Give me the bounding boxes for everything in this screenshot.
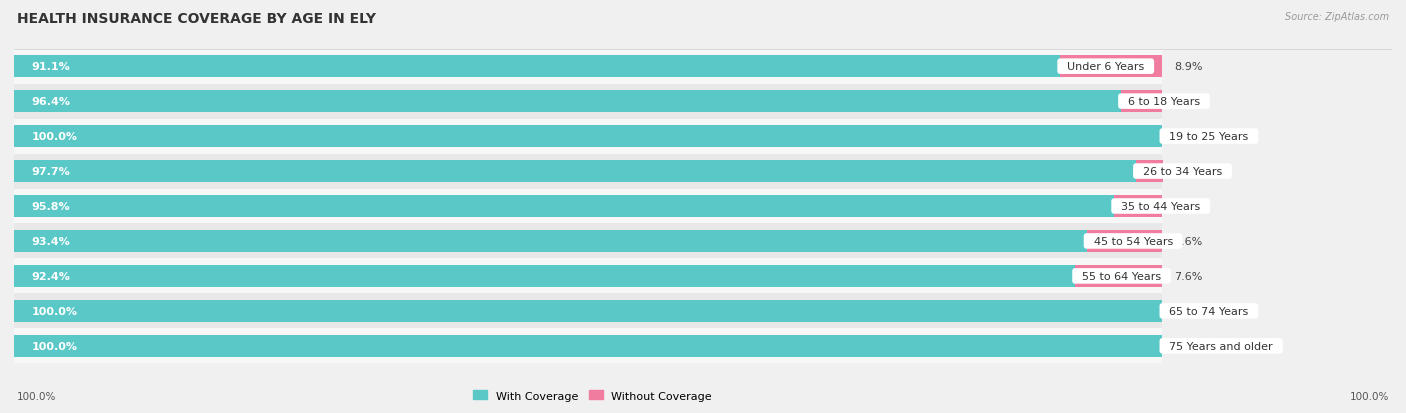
Text: 100.0%: 100.0% <box>31 341 77 351</box>
Bar <box>14 91 1121 113</box>
Text: 97.7%: 97.7% <box>31 166 70 177</box>
Text: 96.4%: 96.4% <box>31 97 70 107</box>
Text: 55 to 64 Years: 55 to 64 Years <box>1076 271 1168 281</box>
Text: 8.9%: 8.9% <box>1174 62 1202 72</box>
Bar <box>1060 56 1163 78</box>
Text: 75 Years and older: 75 Years and older <box>1163 341 1279 351</box>
Legend: With Coverage, Without Coverage: With Coverage, Without Coverage <box>470 386 717 405</box>
Text: 4.2%: 4.2% <box>1174 202 1202 211</box>
Text: 100.0%: 100.0% <box>31 306 77 316</box>
Text: 19 to 25 Years: 19 to 25 Years <box>1163 132 1256 142</box>
Bar <box>14 266 1076 287</box>
Bar <box>14 259 1163 294</box>
Text: 100.0%: 100.0% <box>1350 391 1389 401</box>
Bar <box>1114 196 1163 217</box>
Bar <box>1076 266 1163 287</box>
Bar <box>14 224 1163 259</box>
Bar <box>14 154 1163 189</box>
Bar <box>14 230 1087 252</box>
Bar <box>14 56 1060 78</box>
Bar <box>14 335 1163 357</box>
Text: 2.4%: 2.4% <box>1175 166 1204 177</box>
Text: 0.0%: 0.0% <box>1174 132 1202 142</box>
Text: 0.0%: 0.0% <box>1174 341 1202 351</box>
Bar <box>1136 161 1163 183</box>
Bar <box>14 300 1163 322</box>
Bar <box>14 189 1163 224</box>
Bar <box>14 196 1114 217</box>
Text: 100.0%: 100.0% <box>31 132 77 142</box>
Bar <box>14 294 1163 329</box>
Bar <box>14 126 1163 147</box>
Bar <box>14 84 1163 119</box>
Text: HEALTH INSURANCE COVERAGE BY AGE IN ELY: HEALTH INSURANCE COVERAGE BY AGE IN ELY <box>17 12 375 26</box>
Text: 65 to 74 Years: 65 to 74 Years <box>1163 306 1256 316</box>
Text: Source: ZipAtlas.com: Source: ZipAtlas.com <box>1285 12 1389 22</box>
Bar <box>14 119 1163 154</box>
Bar <box>1121 91 1163 113</box>
Bar <box>1087 230 1163 252</box>
Text: 35 to 44 Years: 35 to 44 Years <box>1114 202 1208 211</box>
Text: 7.6%: 7.6% <box>1174 271 1202 281</box>
Text: 6.6%: 6.6% <box>1174 236 1202 247</box>
Text: 91.1%: 91.1% <box>31 62 70 72</box>
Bar <box>14 329 1163 363</box>
Text: 45 to 54 Years: 45 to 54 Years <box>1087 236 1180 247</box>
Bar <box>14 161 1136 183</box>
Text: 26 to 34 Years: 26 to 34 Years <box>1136 166 1229 177</box>
Text: 95.8%: 95.8% <box>31 202 70 211</box>
Text: Under 6 Years: Under 6 Years <box>1060 62 1152 72</box>
Text: 93.4%: 93.4% <box>31 236 70 247</box>
Text: 6 to 18 Years: 6 to 18 Years <box>1121 97 1208 107</box>
Text: 100.0%: 100.0% <box>17 391 56 401</box>
Text: 0.0%: 0.0% <box>1174 306 1202 316</box>
Text: 3.6%: 3.6% <box>1174 97 1202 107</box>
Bar <box>14 50 1163 84</box>
Text: 92.4%: 92.4% <box>31 271 70 281</box>
